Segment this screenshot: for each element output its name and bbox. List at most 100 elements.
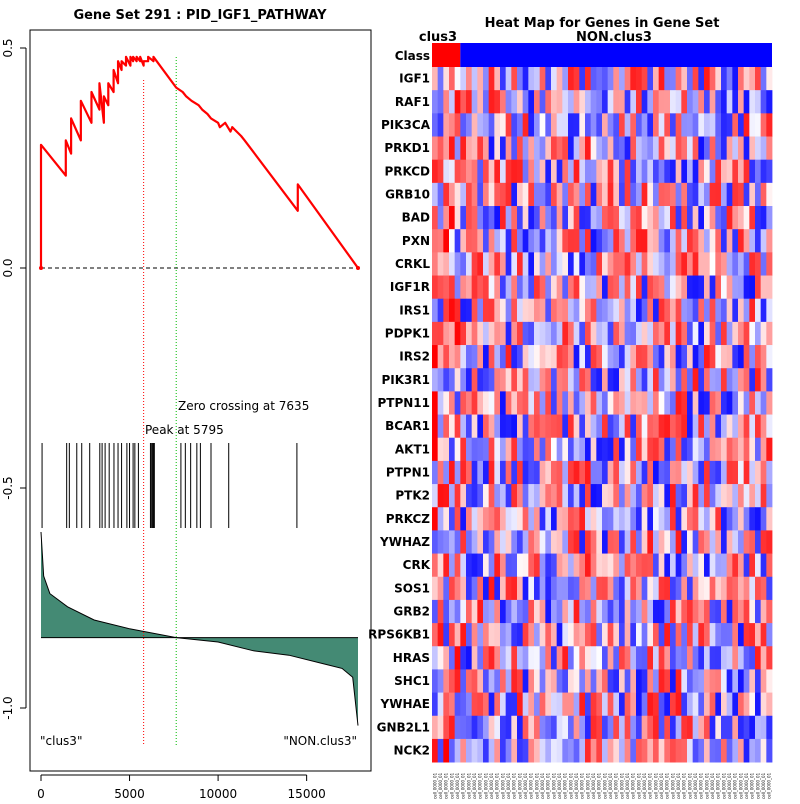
heatmap-cell (534, 599, 541, 624)
heatmap-cell (602, 368, 609, 392)
heatmap-cell (619, 136, 626, 161)
heatmap-cell (681, 159, 688, 184)
heatmap-cell (630, 484, 637, 508)
heatmap-cell (437, 321, 444, 346)
heatmap-cell (500, 321, 507, 346)
heatmap-cell (624, 576, 631, 601)
heatmap-cell (709, 507, 716, 531)
heatmap-cell (715, 507, 722, 531)
heatmap-cell (477, 113, 484, 137)
heatmap-cell (653, 90, 660, 114)
heatmap-cell (647, 90, 654, 114)
heatmap-class-label-non-clus3: NON.clus3 (576, 30, 652, 45)
heatmap-cell (743, 182, 750, 207)
gene-label: PXN (402, 234, 430, 248)
heatmap-cell (437, 67, 444, 91)
heatmap-cell (573, 692, 580, 717)
heatmap-cell (624, 275, 631, 300)
heatmap-cell (545, 484, 552, 508)
heatmap-cell (488, 715, 495, 740)
heatmap-cell (760, 623, 767, 647)
heatmap-cell (590, 507, 597, 531)
heatmap-cell (432, 530, 439, 554)
heatmap-cell (573, 321, 580, 346)
heatmap-cell (715, 229, 722, 253)
heatmap-cell (585, 692, 592, 717)
heatmap-cell (545, 414, 552, 439)
heatmap-cell (755, 669, 762, 693)
heatmap-cell (692, 646, 699, 670)
heatmap-cell (590, 391, 597, 415)
heatmap-cell (749, 113, 756, 137)
heatmap-cell (471, 229, 478, 253)
heatmap-cell (528, 252, 535, 276)
heatmap-cell (726, 252, 733, 276)
heatmap-cell (449, 368, 456, 392)
heatmap-cell (670, 484, 677, 508)
heatmap-cell (556, 460, 563, 485)
heatmap-cell (596, 229, 603, 253)
heatmap-cell (562, 646, 569, 670)
heatmap-cell (573, 623, 580, 647)
heatmap-cell (704, 460, 711, 485)
heatmap-cell (556, 275, 563, 300)
heatmap-cell (613, 646, 620, 670)
heatmap-cell (670, 692, 677, 717)
heatmap-cell (619, 623, 626, 647)
heatmap-cell (528, 67, 535, 91)
heatmap-cell (709, 738, 716, 763)
heatmap-cell (692, 460, 699, 485)
sample-label: cell_0000_01 (750, 772, 755, 799)
heatmap-cell (488, 298, 495, 323)
sample-label: cell_0000_01 (653, 772, 658, 799)
heatmap-cell (766, 275, 773, 300)
heatmap-cell (653, 275, 660, 300)
heatmap-cell (755, 414, 762, 439)
heatmap-cell (602, 715, 609, 740)
heatmap-cell (658, 345, 665, 369)
heatmap-cell (483, 321, 490, 346)
heatmap-cell (500, 275, 507, 300)
heatmap-cell (760, 738, 767, 763)
heatmap-cell (743, 206, 750, 230)
heatmap-cell (760, 345, 767, 369)
heatmap-cell (602, 182, 609, 207)
heatmap-cell (732, 530, 739, 554)
heatmap-cell (755, 460, 762, 485)
heatmap-cell (568, 90, 575, 114)
heatmap-cell (545, 345, 552, 369)
heatmap-cell (749, 530, 756, 554)
heatmap-cell (505, 90, 512, 114)
heatmap-cell (585, 414, 592, 439)
heatmap-cell (670, 646, 677, 670)
heatmap-cell (619, 715, 626, 740)
heatmap-cell (562, 206, 569, 230)
heatmap-cell (539, 460, 546, 485)
heatmap-cell (687, 113, 694, 137)
heatmap-cell (681, 368, 688, 392)
heatmap-cell (585, 345, 592, 369)
heatmap-gene-labels: IGF1RAF1PIK3CAPRKD1PRKCDGRB10BADPXNCRKLI… (368, 72, 431, 758)
heatmap-cell (653, 669, 660, 693)
heatmap-cell (647, 530, 654, 554)
heatmap-cell (715, 345, 722, 369)
heatmap-cell (449, 136, 456, 161)
enrichment-annotations: Zero crossing at 7635 Peak at 5795 "clus… (40, 399, 357, 748)
heatmap-cell (607, 159, 614, 184)
heatmap-cell (664, 391, 671, 415)
heatmap-cell (522, 182, 529, 207)
heatmap-cell (675, 182, 682, 207)
heatmap-cell (715, 113, 722, 137)
heatmap-cell (602, 484, 609, 508)
heatmap-cell (534, 368, 541, 392)
heatmap-cell (488, 136, 495, 161)
heatmap-cell (670, 623, 677, 647)
heatmap-cell (460, 692, 467, 717)
heatmap-cell (466, 159, 473, 184)
heatmap-cell (726, 646, 733, 670)
non-clus3-corner-label: "NON.clus3" (283, 734, 357, 748)
heatmap-cell (721, 646, 728, 670)
heatmap-cell (568, 669, 575, 693)
heatmap-cell (653, 113, 660, 137)
heatmap-cell (630, 576, 637, 601)
